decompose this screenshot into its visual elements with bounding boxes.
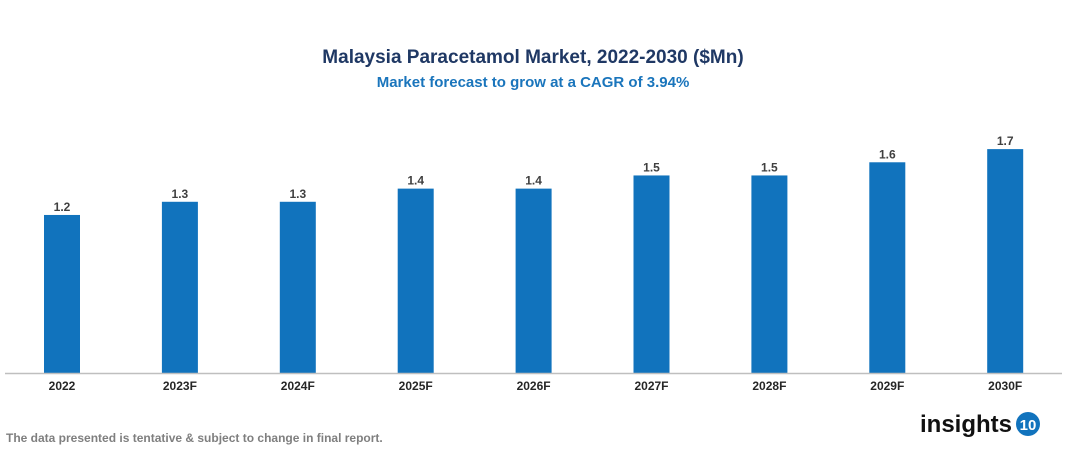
x-tick-label: 2025F <box>399 379 433 393</box>
data-label: 1.7 <box>997 134 1014 148</box>
bar <box>515 188 552 373</box>
data-label: 1.2 <box>54 200 71 214</box>
data-label: 1.6 <box>879 147 896 161</box>
disclaimer: The data presented is tentative & subjec… <box>6 431 383 445</box>
bar <box>633 175 670 373</box>
insights10-logo: insights 10 <box>920 411 1040 438</box>
data-label: 1.5 <box>761 160 778 174</box>
logo-badge: 10 <box>1020 417 1037 434</box>
chart-title: Malaysia Paracetamol Market, 2022-2030 (… <box>322 47 743 68</box>
x-tick-label: 2030F <box>988 379 1022 393</box>
logo-badge-circle <box>1016 412 1040 436</box>
data-label: 1.4 <box>407 174 424 188</box>
x-tick-label: 2027F <box>634 379 668 393</box>
bar <box>869 162 906 373</box>
bar <box>279 201 316 373</box>
x-tick-label: 2026F <box>517 379 551 393</box>
x-tick-label: 2029F <box>870 379 904 393</box>
logo-text: insights <box>920 411 1012 438</box>
data-label: 1.5 <box>643 160 660 174</box>
bar <box>161 201 198 373</box>
chart-subtitle: Market forecast to grow at a CAGR of 3.9… <box>377 74 690 91</box>
x-tick-label: 2023F <box>163 379 197 393</box>
data-label: 1.3 <box>172 187 189 201</box>
bar <box>44 214 80 373</box>
bar <box>987 149 1024 373</box>
data-label: 1.3 <box>289 187 306 201</box>
x-tick-label: 2024F <box>281 379 315 393</box>
x-tick-label: 2022 <box>49 379 76 393</box>
data-label: 1.4 <box>525 174 542 188</box>
x-tick-label: 2028F <box>752 379 786 393</box>
bar <box>751 175 788 373</box>
bar <box>397 188 434 373</box>
